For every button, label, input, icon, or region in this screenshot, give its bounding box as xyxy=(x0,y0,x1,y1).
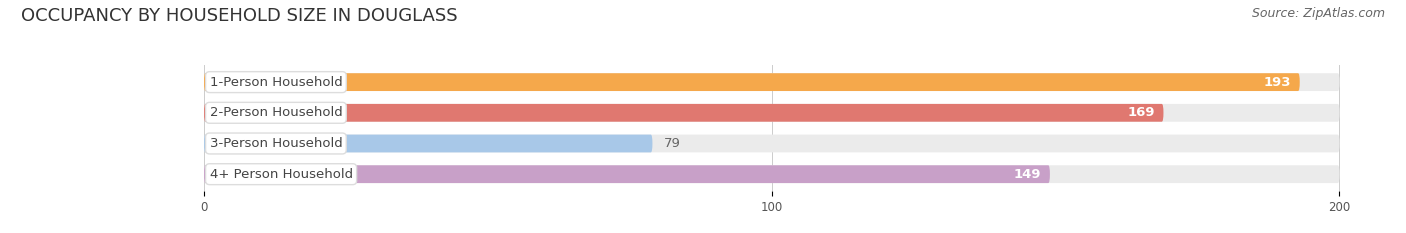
FancyBboxPatch shape xyxy=(204,135,1340,152)
Text: 3-Person Household: 3-Person Household xyxy=(209,137,342,150)
Text: 193: 193 xyxy=(1264,76,1291,89)
Text: Source: ZipAtlas.com: Source: ZipAtlas.com xyxy=(1251,7,1385,20)
FancyBboxPatch shape xyxy=(204,73,1299,91)
Text: OCCUPANCY BY HOUSEHOLD SIZE IN DOUGLASS: OCCUPANCY BY HOUSEHOLD SIZE IN DOUGLASS xyxy=(21,7,458,25)
Text: 169: 169 xyxy=(1128,106,1154,119)
FancyBboxPatch shape xyxy=(204,165,1340,183)
FancyBboxPatch shape xyxy=(204,104,1164,122)
FancyBboxPatch shape xyxy=(204,73,1340,91)
Text: 1-Person Household: 1-Person Household xyxy=(209,76,342,89)
Text: 2-Person Household: 2-Person Household xyxy=(209,106,342,119)
FancyBboxPatch shape xyxy=(204,165,1050,183)
FancyBboxPatch shape xyxy=(204,104,1340,122)
Text: 79: 79 xyxy=(664,137,681,150)
Text: 4+ Person Household: 4+ Person Household xyxy=(209,168,353,181)
FancyBboxPatch shape xyxy=(204,135,652,152)
Text: 149: 149 xyxy=(1014,168,1042,181)
